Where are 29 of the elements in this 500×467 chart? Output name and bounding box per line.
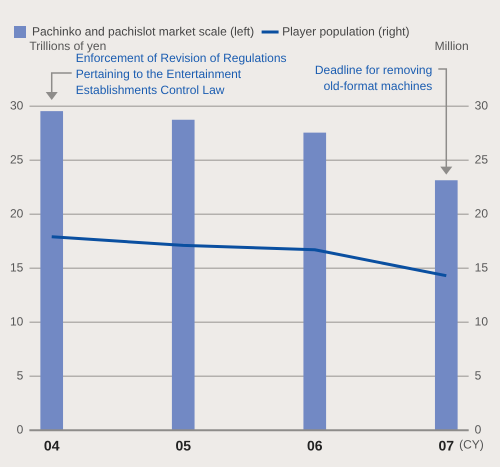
x-tick-label: 04: [44, 437, 60, 454]
y-tick-label: 15: [10, 260, 24, 274]
legend-label: Pachinko and pachislot market scale (left): [32, 24, 254, 38]
y2-tick-label: 15: [474, 260, 488, 274]
annotation: Enforcement of Revision of Regulations Pertaining to the Entertainment Establishments Control Law: [76, 51, 286, 97]
x-tick-label: 06: [306, 437, 323, 454]
bar: [303, 132, 326, 430]
y-tick-label: 10: [10, 314, 24, 328]
y2-tick-label: 30: [474, 98, 488, 112]
x-tick-label: 07: [438, 437, 454, 454]
bar: [434, 180, 458, 430]
bar: [172, 120, 195, 430]
y2-tick-label: 10: [474, 314, 488, 328]
y2-tick-label: 0: [474, 422, 482, 437]
y-tick-label: 5: [16, 368, 24, 382]
y-axis-title: Trillions of yen: [29, 39, 106, 53]
y2-tick-label: 25: [474, 152, 488, 166]
x-tick-label: 05: [175, 437, 192, 454]
x-axis-title: (CY): [459, 438, 484, 452]
y-tick-label: 0: [16, 422, 24, 437]
bar: [40, 111, 64, 430]
y2-tick-label: 20: [474, 206, 488, 220]
text: Deadline for removing old-format machines: [314, 63, 432, 93]
y-tick-label: 30: [10, 98, 24, 112]
y2-axis-title: Million: [434, 39, 469, 53]
legend-label: Player population (right): [282, 24, 410, 38]
y2-tick-label: 5: [474, 368, 482, 382]
y-tick-label: 25: [10, 152, 24, 166]
y-tick-label: 20: [10, 206, 24, 220]
